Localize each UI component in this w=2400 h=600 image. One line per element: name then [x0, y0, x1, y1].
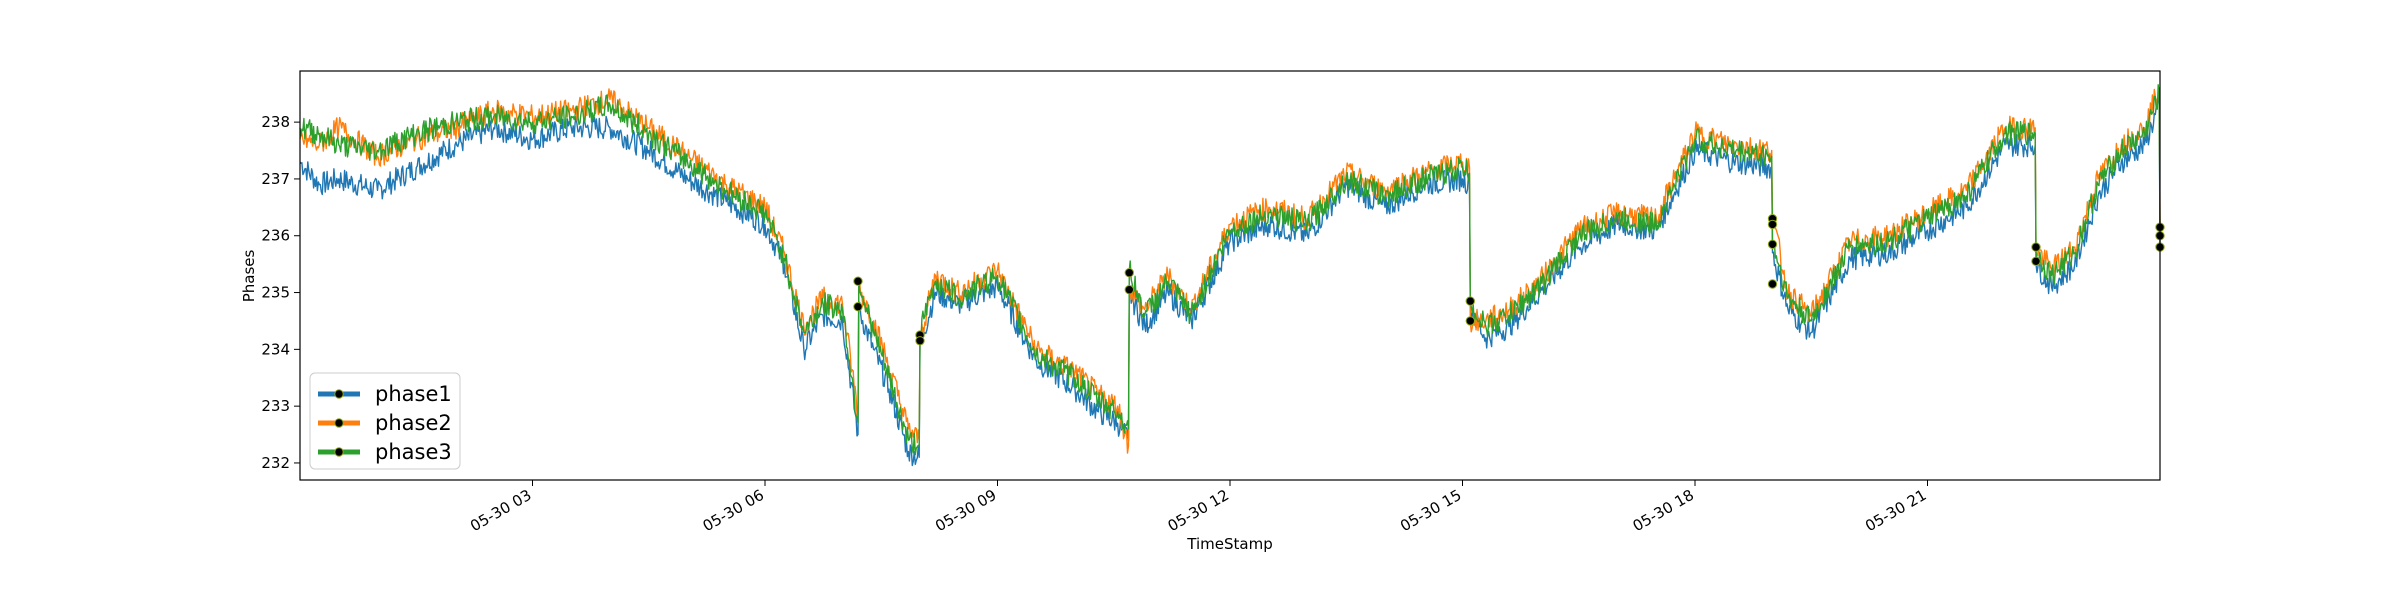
legend-box	[309, 372, 461, 470]
legend: phase1 phase2 phase3	[309, 372, 461, 470]
y-axis: 232 233 234 235 236 237 238	[261, 113, 300, 472]
highlight-point	[1465, 296, 1476, 306]
x-tick-label: 05-30 15	[1397, 486, 1464, 535]
series-line-phase2	[299, 87, 2161, 454]
x-axis: 05-30 03 05-30 06 05-30 09 05-30 12 05-30 15…	[467, 480, 1930, 535]
y-tick-label: 235	[261, 284, 290, 302]
legend-marker-phase1	[334, 389, 344, 399]
highlight-point	[853, 302, 863, 312]
x-tick-label: 05-30 12	[1165, 486, 1232, 535]
y-axis-label: Phases	[240, 250, 258, 303]
legend-label-phase2: phase2	[375, 411, 452, 435]
highlight-point	[1767, 219, 1778, 230]
marker-layer	[853, 214, 2165, 346]
x-tick-label: 05-30 18	[1630, 486, 1697, 535]
legend-marker-phase2	[334, 418, 344, 428]
series-line-phase1	[299, 97, 2161, 467]
highlight-point	[2031, 242, 2041, 252]
highlight-point	[1465, 316, 1476, 326]
y-tick-label: 234	[261, 340, 290, 358]
y-tick-label: 237	[261, 170, 290, 188]
legend-label-phase3: phase3	[375, 440, 452, 464]
series-line-phase3	[299, 84, 2161, 456]
highlight-point	[1767, 239, 1778, 250]
y-tick-label: 238	[261, 113, 290, 131]
x-tick-label: 05-30 03	[467, 486, 534, 535]
y-tick-label: 232	[261, 454, 290, 472]
x-tick-label: 05-30 21	[1862, 486, 1929, 535]
highlight-point	[1124, 268, 1135, 278]
highlight-point	[853, 276, 863, 286]
legend-label-phase1: phase1	[375, 382, 452, 406]
series-layer	[299, 84, 2161, 467]
y-tick-label: 233	[261, 397, 290, 415]
highlight-point	[915, 336, 925, 346]
highlight-point	[2031, 256, 2041, 266]
x-tick-label: 05-30 06	[700, 486, 767, 535]
y-tick-label: 236	[261, 227, 290, 245]
x-tick-label: 05-30 09	[932, 486, 999, 535]
highlight-point	[1124, 285, 1135, 295]
x-axis-label: TimeStamp	[1186, 535, 1272, 553]
legend-marker-phase3	[334, 447, 344, 457]
highlight-point	[1767, 279, 1778, 289]
